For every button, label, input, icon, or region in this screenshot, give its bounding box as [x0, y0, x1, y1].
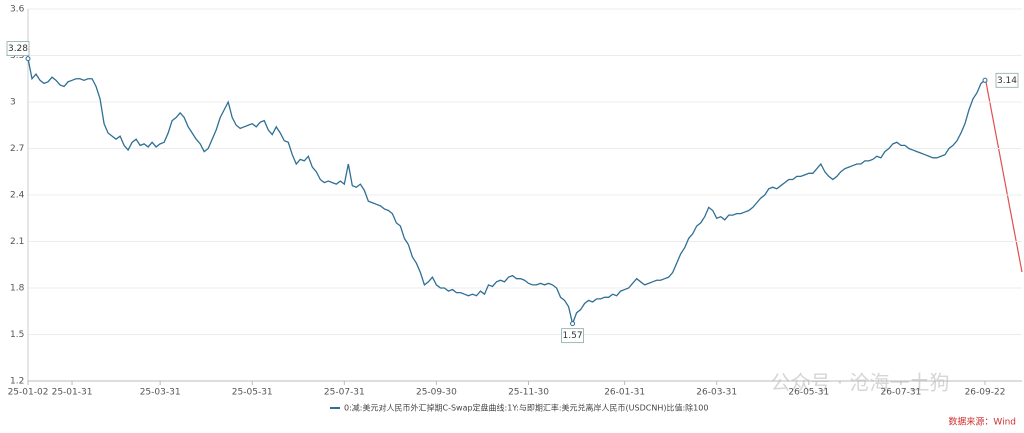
y-tick-label: 3: [10, 98, 16, 108]
x-tick-label: 25-05-31: [232, 388, 273, 398]
x-tick-label: 25-07-31: [324, 388, 365, 398]
y-tick-label: 2.7: [10, 144, 24, 154]
value-label: 3.14: [997, 76, 1017, 86]
x-tick-label: 25-09-30: [416, 388, 457, 398]
value-label-box: [995, 72, 1019, 88]
y-tick-label: 2.1: [10, 237, 24, 247]
y-tick-label: 3.3: [10, 51, 24, 61]
value-label-box: [561, 328, 584, 344]
y-tick-label: 1.2: [10, 377, 24, 387]
x-tick-label: 25-01-02: [8, 388, 49, 398]
x-tick-label: 26-09-22: [965, 388, 1006, 398]
point-marker: [25, 56, 31, 62]
value-label: 3.28: [8, 44, 28, 54]
y-tick-label: 2.4: [10, 191, 25, 201]
watermark: 公众号 · 沧海一土狗: [770, 371, 949, 395]
value-label: 1.57: [563, 331, 583, 341]
x-tick-label: 26-07-31: [880, 388, 921, 398]
source: 数据来源：Wind: [948, 416, 1016, 428]
x-tick-label: 26-01-31: [604, 388, 645, 398]
annotation-arrow: [985, 81, 1023, 273]
legend-label: 0:减:美元对人民币外汇掉期C-Swap定盘曲线:1Y:与即期汇率:美元兑离岸人…: [344, 403, 708, 413]
point-marker: [982, 77, 988, 83]
x-tick-label: 26-05-31: [788, 388, 829, 398]
y-tick-label: 3.6: [10, 5, 25, 15]
data-line: [27, 58, 986, 326]
value-label-box: [6, 41, 30, 56]
y-tick-label: 1.8: [10, 284, 25, 294]
x-tick-label: 26-03-31: [696, 388, 737, 398]
x-tick-label: 25-11-30: [508, 388, 549, 398]
point-marker: [570, 321, 576, 327]
x-tick-label: 25-03-31: [140, 388, 181, 398]
y-tick-label: 1.5: [10, 330, 24, 340]
x-tick-label: 25-01-31: [52, 388, 93, 398]
